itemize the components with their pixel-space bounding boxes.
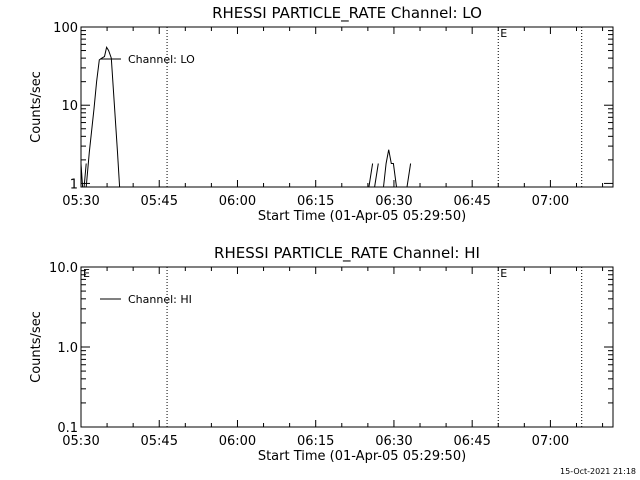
- x-tick-label: 06:00: [219, 434, 256, 449]
- series-line-segment: [80, 163, 84, 188]
- x-tick-label: 06:00: [219, 194, 256, 209]
- x-axis-label: Start Time (01-Apr-05 05:29:50): [258, 209, 466, 224]
- series-line-segment: [368, 163, 374, 188]
- x-tick-label: 07:00: [532, 194, 569, 209]
- series-line-segment: [85, 46, 121, 188]
- legend-entry: Channel: LO: [128, 53, 195, 66]
- chart-title: RHESSI PARTICLE_RATE Channel: LO: [212, 4, 482, 23]
- y-tick-label: 10: [61, 99, 78, 114]
- series-line-segment: [383, 149, 397, 188]
- y-axis-label: Counts/sec: [29, 311, 44, 383]
- x-tick-label: 05:45: [141, 194, 178, 209]
- plot-frame: [80, 266, 614, 428]
- x-tick-label: 05:30: [62, 194, 99, 209]
- chart-panel-lower: RHESSI PARTICLE_RATE Channel: HIE E05:30 0…: [29, 244, 614, 464]
- series-line-segment: [374, 163, 379, 188]
- legend-entry: Channel: HI: [128, 293, 192, 306]
- series-line-segment: [406, 163, 412, 188]
- x-tick-label: 07:00: [532, 434, 569, 449]
- chart-title: RHESSI PARTICLE_RATE Channel: HI: [214, 244, 480, 263]
- series-line-segment: [83, 163, 87, 188]
- chart-panel-upper: RHESSI PARTICLE_RATE Channel: LO E 05:30 05…: [29, 4, 614, 224]
- x-tick-label: 06:45: [453, 434, 490, 449]
- x-tick-label: 06:15: [297, 194, 334, 209]
- y-axis-label: Counts/sec: [29, 71, 44, 143]
- x-tick-label: 06:30: [375, 434, 412, 449]
- x-tick-label: 06:45: [453, 194, 490, 209]
- plot-frame: [80, 26, 614, 188]
- y-tick-label: 0.1: [57, 421, 78, 436]
- y-tick-label: 10.0: [49, 261, 78, 276]
- x-tick-label: 05:30: [62, 434, 99, 449]
- x-axis-label: Start Time (01-Apr-05 05:29:50): [258, 449, 466, 464]
- y-tick-label: 100: [53, 21, 78, 36]
- y-tick-label: 1: [70, 177, 78, 192]
- marker-label: E: [500, 27, 507, 40]
- marker-label: E: [500, 267, 507, 280]
- marker-label: E: [83, 267, 90, 280]
- timestamp-label: 15-Oct-2021 21:18: [560, 467, 636, 476]
- x-tick-label: 06:30: [375, 194, 412, 209]
- y-tick-label: 1.0: [57, 341, 78, 356]
- x-tick-label: 06:15: [297, 434, 334, 449]
- x-tick-label: 05:45: [141, 434, 178, 449]
